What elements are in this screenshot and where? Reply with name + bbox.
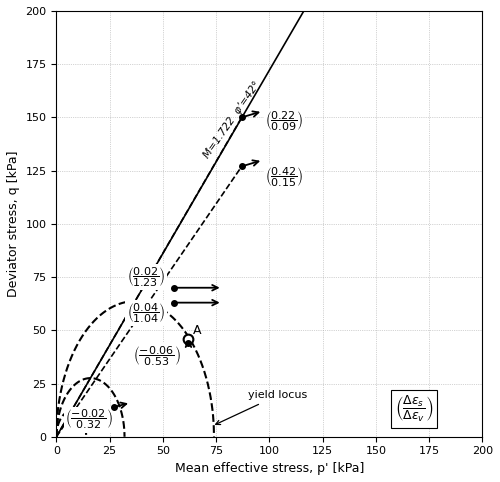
Text: $\left(\dfrac{-0.02}{0.32}\right)$: $\left(\dfrac{-0.02}{0.32}\right)$: [65, 408, 113, 431]
Text: yield locus: yield locus: [216, 390, 308, 425]
Text: M=1.722  φ’=42°: M=1.722 φ’=42°: [202, 80, 262, 160]
Y-axis label: Deviator stress, q [kPa]: Deviator stress, q [kPa]: [7, 150, 20, 297]
Text: $\left(\dfrac{0.22}{0.09}\right)$: $\left(\dfrac{0.22}{0.09}\right)$: [265, 110, 304, 134]
X-axis label: Mean effective stress, p' [kPa]: Mean effective stress, p' [kPa]: [174, 462, 364, 475]
Text: $\left(\dfrac{-0.06}{0.53}\right)$: $\left(\dfrac{-0.06}{0.53}\right)$: [133, 344, 181, 368]
Text: A: A: [192, 324, 201, 337]
Text: $\left(\dfrac{\Delta\varepsilon_s}{\Delta\varepsilon_v}\right)$: $\left(\dfrac{\Delta\varepsilon_s}{\Delt…: [395, 394, 434, 424]
Text: $\left(\dfrac{0.02}{1.23}\right)$: $\left(\dfrac{0.02}{1.23}\right)$: [126, 266, 166, 289]
Text: $\left(\dfrac{0.42}{0.15}\right)$: $\left(\dfrac{0.42}{0.15}\right)$: [265, 165, 304, 189]
Text: $\left(\dfrac{0.04}{1.04}\right)$: $\left(\dfrac{0.04}{1.04}\right)$: [126, 302, 166, 325]
